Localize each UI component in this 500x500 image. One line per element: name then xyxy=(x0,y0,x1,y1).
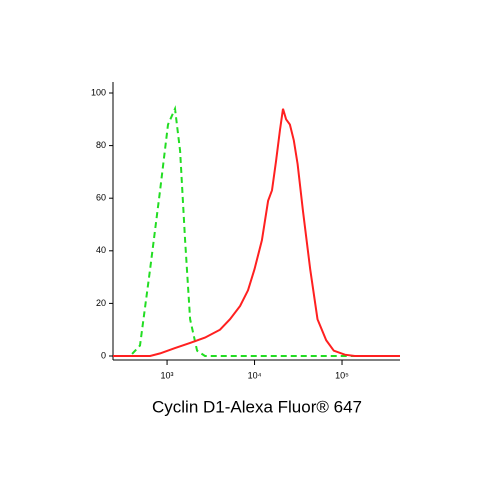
y-tick-label: 80 xyxy=(96,140,106,150)
x-tick-label: 10³ xyxy=(161,370,174,380)
y-tick-label: 20 xyxy=(96,298,106,308)
histogram-line xyxy=(113,105,400,357)
y-tick-label: 60 xyxy=(96,193,106,203)
y-tick-label: 0 xyxy=(101,350,106,360)
x-tick-label: 10⁵ xyxy=(335,370,349,380)
chart-title: Cyclin D1-Alexa Fluor® 647 xyxy=(152,397,362,416)
y-tick-label: 100 xyxy=(91,87,106,97)
y-tick-label: 40 xyxy=(96,245,106,255)
x-tick-label: 10⁴ xyxy=(248,370,262,380)
histogram-line xyxy=(113,108,400,357)
